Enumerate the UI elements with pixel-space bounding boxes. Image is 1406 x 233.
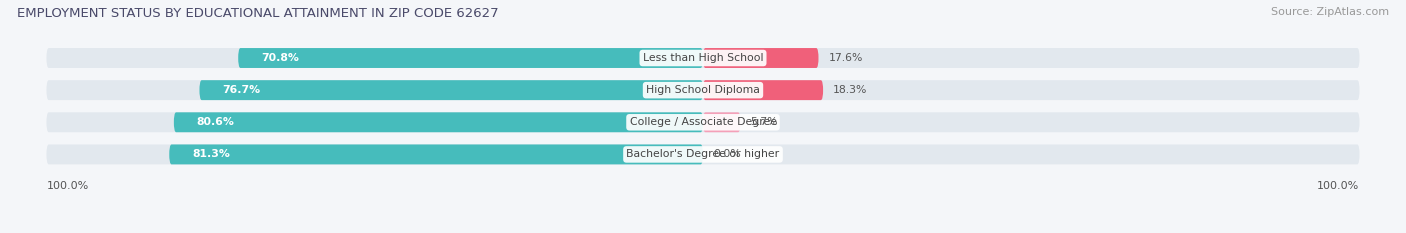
FancyBboxPatch shape [169,144,703,164]
Text: 76.7%: 76.7% [222,85,260,95]
Text: 81.3%: 81.3% [193,149,231,159]
FancyBboxPatch shape [46,80,1360,100]
Text: EMPLOYMENT STATUS BY EDUCATIONAL ATTAINMENT IN ZIP CODE 62627: EMPLOYMENT STATUS BY EDUCATIONAL ATTAINM… [17,7,499,20]
FancyBboxPatch shape [46,112,1360,132]
Text: Source: ZipAtlas.com: Source: ZipAtlas.com [1271,7,1389,17]
FancyBboxPatch shape [703,112,741,132]
Text: 70.8%: 70.8% [262,53,299,63]
FancyBboxPatch shape [174,112,703,132]
Text: 18.3%: 18.3% [832,85,868,95]
Text: Bachelor's Degree or higher: Bachelor's Degree or higher [627,149,779,159]
Text: High School Diploma: High School Diploma [647,85,759,95]
Text: 80.6%: 80.6% [197,117,235,127]
Text: 100.0%: 100.0% [46,181,89,191]
FancyBboxPatch shape [703,48,818,68]
FancyBboxPatch shape [46,144,1360,164]
Text: 17.6%: 17.6% [828,53,863,63]
Text: 100.0%: 100.0% [1317,181,1360,191]
Text: 0.0%: 0.0% [713,149,741,159]
FancyBboxPatch shape [200,80,703,100]
Text: Less than High School: Less than High School [643,53,763,63]
Text: 5.7%: 5.7% [751,117,778,127]
FancyBboxPatch shape [238,48,703,68]
FancyBboxPatch shape [703,80,823,100]
Text: College / Associate Degree: College / Associate Degree [630,117,776,127]
FancyBboxPatch shape [46,48,1360,68]
